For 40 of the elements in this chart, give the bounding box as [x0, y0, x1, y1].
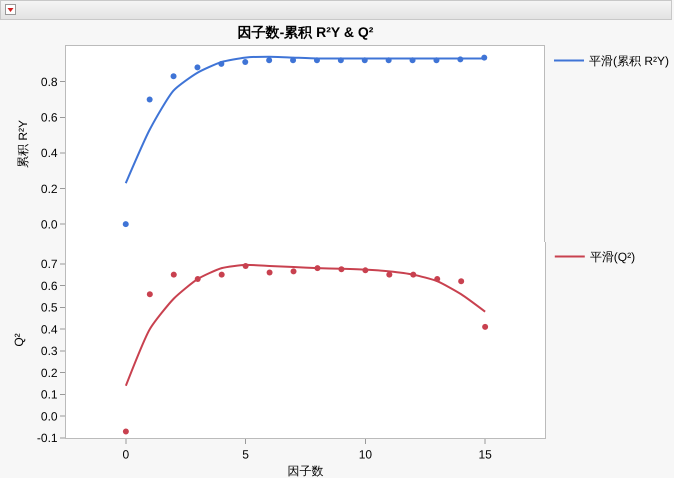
y-tick-label: 0.0	[40, 217, 58, 232]
y-axis-title: Q²	[12, 333, 26, 347]
x-tick-label: 15	[478, 447, 492, 462]
y-tick-label: -0.1	[36, 431, 58, 446]
y-tick-label: 0.5	[40, 300, 58, 315]
y-tick-label: 0.2	[40, 182, 58, 196]
y-tick-label: 0.0	[40, 409, 58, 424]
point	[266, 269, 273, 276]
y-tick-label: 0.7	[40, 256, 58, 271]
point	[482, 324, 488, 330]
point	[266, 57, 272, 64]
x-axis-title: 因子数	[288, 464, 324, 478]
point	[386, 272, 392, 278]
point	[458, 278, 464, 284]
y-tick-label: 0.4	[40, 322, 58, 336]
x-tick-label: 5	[242, 447, 250, 462]
x-tick-label: 10	[358, 447, 372, 462]
point	[122, 221, 129, 228]
legend-label: 平滑(Q²)	[590, 250, 636, 264]
chart-title: 因子数-累积 R²Y & Q²	[238, 24, 374, 40]
x-tick-label: 0	[122, 447, 130, 462]
y-tick-label: 0.2	[40, 366, 58, 380]
y-axis-title: 累积 R²Y	[16, 120, 30, 168]
y-tick-label: 0.6	[40, 110, 58, 124]
legend-label: 平滑(累积 R²Y)	[589, 54, 669, 68]
point	[146, 291, 153, 298]
y-tick-label: 0.3	[40, 344, 58, 358]
point	[170, 73, 177, 80]
y-tick-label: 0.1	[40, 388, 58, 402]
point	[194, 64, 200, 70]
point	[146, 96, 153, 102]
point	[218, 272, 225, 278]
y-tick-label: 0.8	[40, 74, 58, 89]
y-tick-label: 0.4	[40, 146, 58, 160]
point	[290, 268, 297, 274]
line-series	[124, 264, 486, 387]
point	[242, 59, 248, 66]
point	[122, 428, 129, 434]
point	[170, 272, 177, 278]
y-tick-label: 0.6	[40, 278, 58, 293]
